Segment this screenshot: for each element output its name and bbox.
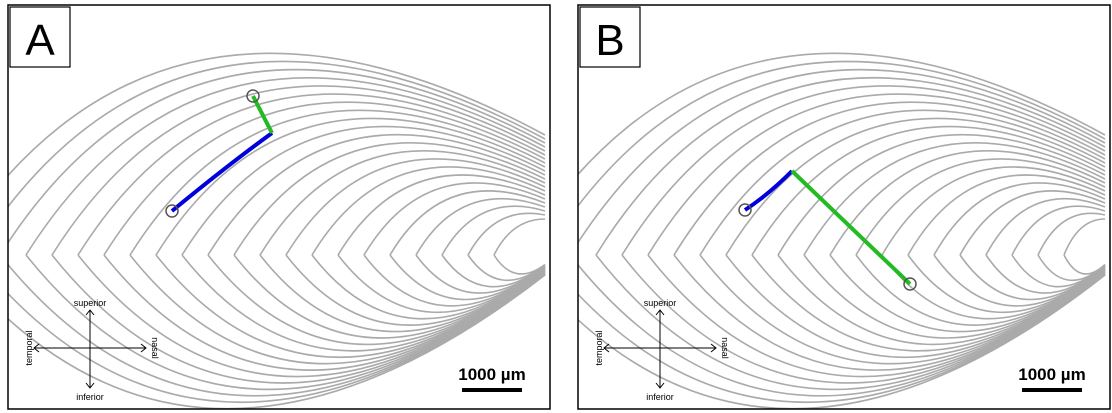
fiber [233,142,546,256]
panel-border [577,4,1111,410]
fiber [51,85,546,256]
fiber [337,174,546,256]
fiber [725,117,1106,256]
orientation [33,309,147,389]
fiber [578,52,1106,176]
inferior-label: inferior [76,392,104,402]
fiber [1063,254,1106,275]
scale-bar-label: 1000 µm [458,365,525,384]
endpoint [165,204,179,218]
panel-label: A [25,16,55,65]
fiber [181,125,546,256]
endpoint [246,89,260,103]
fiber [493,218,546,256]
fiber [155,117,546,256]
nasal-label: nasal [720,337,730,359]
fiber [621,85,1106,256]
fiber [578,60,1106,208]
fiber [673,101,1106,256]
superior-label: superior [74,298,107,308]
scale-bar-label: 1000 µm [1018,365,1085,384]
fiber [855,158,1106,256]
fiber [647,93,1106,256]
superior-label: superior [644,298,677,308]
fiber [207,133,546,256]
fiber [493,254,546,275]
nasal-label: nasal [150,337,160,359]
fiber [259,150,546,256]
fiber [699,109,1106,256]
label-box [9,6,71,68]
fibers [8,52,546,409]
endpoint [903,277,917,291]
blue-trace [170,131,274,213]
fiber [881,166,1106,256]
panel-label: B [595,16,624,65]
label-box [579,6,641,68]
fiber [103,101,546,256]
fiber [907,174,1106,256]
fiber [389,190,546,256]
green-trace [790,169,912,286]
fiber [363,254,546,307]
temporal-label: temporal [24,330,34,365]
fiber [25,76,546,256]
fiber [467,254,546,282]
fiber [959,190,1106,256]
fibers [578,52,1106,409]
panel-border [7,4,551,410]
fiber [467,212,546,256]
fiber [285,158,546,256]
fiber [751,125,1106,256]
fiber [415,197,546,256]
endpoint [738,203,752,217]
blue-trace [743,169,794,212]
fiber [595,76,1106,256]
orientation [603,309,717,389]
fiber [8,68,546,245]
fiber [829,150,1106,256]
arrowheads [33,309,147,389]
fiber [1011,205,1106,256]
fiber [8,52,546,177]
fiber [1037,212,1106,256]
fiber [578,68,1106,245]
fiber [77,93,546,256]
inferior-label: inferior [646,392,674,402]
fiber [363,182,546,256]
fiber [311,166,546,256]
temporal-label: temporal [594,330,604,365]
fiber [985,197,1106,256]
fiber [441,205,546,256]
fiber [181,254,546,352]
arrowheads [603,309,717,389]
fiber [129,109,546,256]
fiber [8,60,546,208]
fiber [933,182,1106,256]
green-trace [251,95,274,134]
fiber [777,133,1106,256]
fiber [1063,218,1106,256]
